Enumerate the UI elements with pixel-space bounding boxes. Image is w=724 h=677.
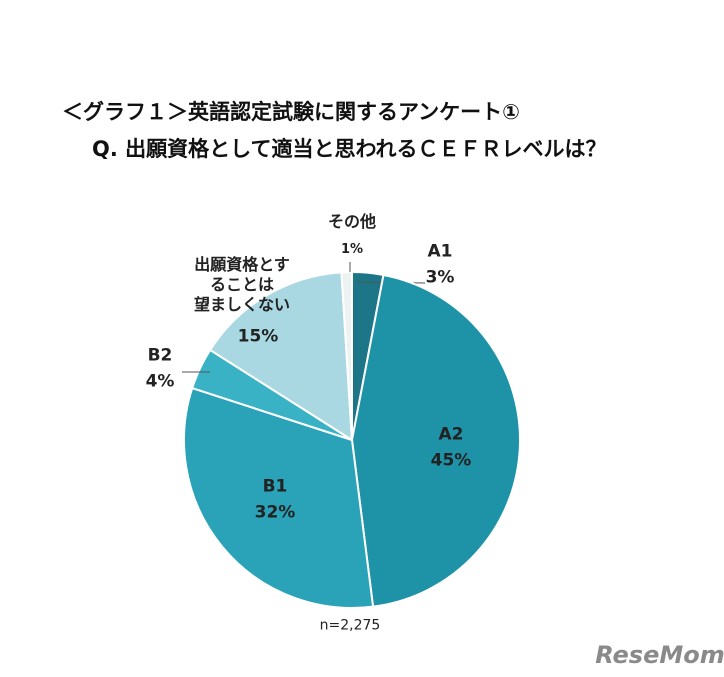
category-label: A1 [427, 241, 453, 262]
pie-slice [350, 273, 521, 608]
pie-slice [183, 386, 375, 609]
category-label: 出願資格とす ることは 望ましくない [193, 255, 291, 314]
watermark: ReseMom [595, 641, 724, 669]
subtitle: Q. 出願資格として適当と思われるＣＥＦＲレベルは？ [92, 137, 607, 161]
pie-slice [208, 271, 354, 442]
category-label: B2 [147, 345, 173, 366]
pie-slice [340, 270, 353, 441]
value-label: 1% [340, 241, 364, 257]
value-label: 15% [237, 326, 279, 347]
category-label: B1 [262, 476, 288, 497]
value-label: 3% [425, 267, 455, 288]
value-label: 45% [430, 450, 472, 471]
value-label: 4% [145, 371, 175, 392]
category-label: その他 [327, 212, 377, 231]
note: n=2,275 [319, 617, 381, 634]
value-label: 32% [254, 502, 296, 523]
category-label: A2 [438, 424, 464, 445]
title: ＜グラフ１＞英語認定試験に関するアンケート① [62, 100, 520, 124]
